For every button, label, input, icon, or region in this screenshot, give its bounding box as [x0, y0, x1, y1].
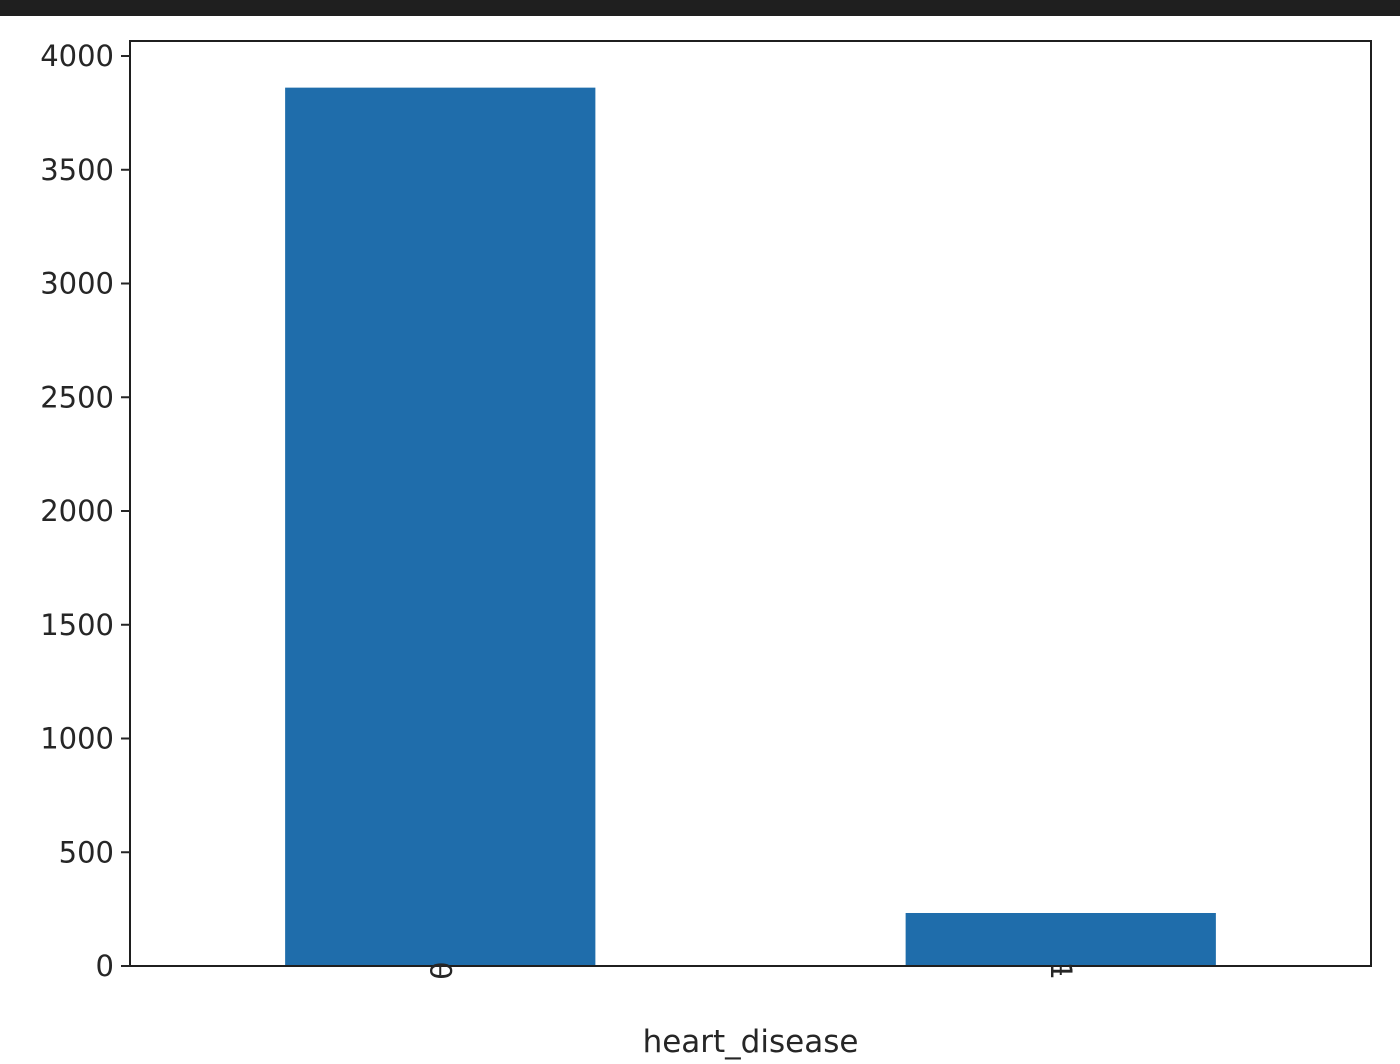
- bar-0: [285, 87, 596, 967]
- bar-1: [905, 912, 1216, 966]
- y-tick-label-3500: 3500: [40, 153, 114, 187]
- y-tick-label-0: 0: [96, 949, 114, 983]
- y-axis: 0 500 1000 1500 2000 2500 3000 3500 4000: [40, 39, 130, 983]
- y-tick-label-2500: 2500: [40, 380, 114, 414]
- y-tick-label-1500: 1500: [40, 608, 114, 642]
- x-tick-label-0: 0: [423, 962, 457, 980]
- y-tick-label-1000: 1000: [40, 722, 114, 756]
- axes-frame: [129, 40, 1372, 967]
- bars-layer: [285, 87, 1216, 967]
- y-tick-label-3000: 3000: [40, 267, 114, 301]
- y-tick-label-500: 500: [59, 835, 114, 869]
- y-tick-label-4000: 4000: [40, 39, 114, 73]
- x-axis-label: heart_disease: [643, 1024, 859, 1060]
- y-tick-label-2000: 2000: [40, 494, 114, 528]
- x-tick-label-1: 1: [1044, 962, 1078, 980]
